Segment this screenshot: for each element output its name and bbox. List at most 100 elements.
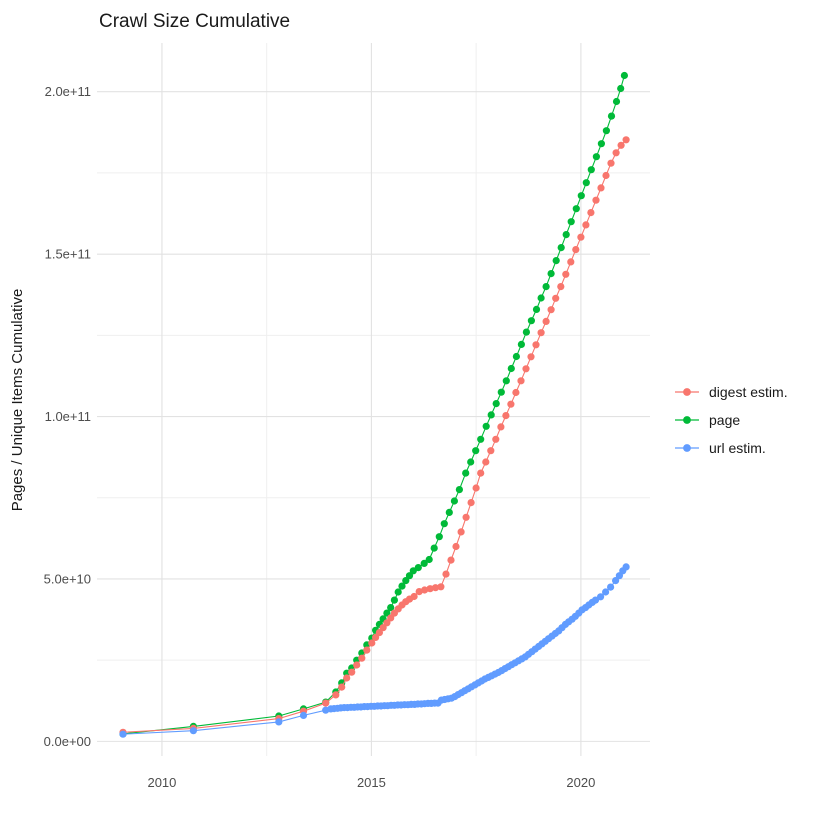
data-point <box>577 192 585 200</box>
legend-item-page: page <box>675 412 740 428</box>
data-point <box>622 563 630 571</box>
data-point <box>497 423 505 431</box>
data-point <box>517 340 526 348</box>
data-point <box>372 633 380 642</box>
data-point <box>472 484 480 492</box>
data-point <box>572 246 580 254</box>
data-point <box>343 674 351 682</box>
data-point <box>591 596 600 604</box>
data-point <box>368 639 376 647</box>
data-point <box>447 556 455 564</box>
data-point <box>414 564 422 572</box>
data-point <box>394 588 402 596</box>
data-point <box>492 400 500 408</box>
legend-key-dot-page <box>683 416 691 424</box>
data-point <box>492 435 500 443</box>
data-point <box>445 508 453 516</box>
data-point <box>567 258 575 266</box>
x-tick-label: 2015 <box>357 775 386 790</box>
data-point <box>597 593 605 601</box>
series-digest-estim- <box>119 136 630 736</box>
legend-item-url: url estim. <box>675 440 766 456</box>
data-point <box>527 353 535 361</box>
legend-key-dot-url <box>683 444 691 452</box>
data-point <box>431 584 440 592</box>
data-point <box>322 699 330 707</box>
data-point <box>379 624 387 632</box>
series-url-estim- <box>119 563 630 738</box>
y-tick-label: 2.0e+11 <box>45 84 91 99</box>
data-point <box>620 71 629 80</box>
data-point <box>472 447 480 455</box>
data-point <box>592 153 601 161</box>
data-point <box>457 528 465 536</box>
data-point <box>482 422 490 430</box>
data-point <box>502 377 510 385</box>
data-point <box>348 668 356 676</box>
data-point <box>597 184 605 192</box>
data-point <box>547 270 555 278</box>
legend-key-dot-digest <box>683 388 691 396</box>
data-point <box>450 497 458 505</box>
data-point <box>517 377 525 385</box>
data-point <box>547 306 555 314</box>
data-point <box>602 588 610 596</box>
data-point <box>435 533 443 541</box>
data-point <box>497 388 505 396</box>
data-point <box>602 127 611 135</box>
data-point <box>383 609 391 617</box>
data-point <box>612 577 620 585</box>
data-point <box>482 458 490 466</box>
data-point <box>537 329 545 337</box>
data-point <box>572 205 580 213</box>
data-point <box>437 583 445 591</box>
data-point <box>299 711 308 720</box>
data-point <box>440 520 448 528</box>
data-point <box>332 691 340 699</box>
data-point <box>522 328 531 336</box>
data-point <box>587 166 595 174</box>
data-point <box>617 141 625 149</box>
data-point <box>622 136 630 144</box>
data-point <box>597 140 606 148</box>
data-point <box>587 209 595 217</box>
data-point <box>398 582 406 590</box>
data-point <box>410 592 418 601</box>
data-point <box>522 365 530 373</box>
data-point <box>612 97 621 106</box>
data-point <box>487 411 495 419</box>
data-point <box>507 400 515 408</box>
data-point <box>607 112 616 120</box>
data-point <box>383 619 391 627</box>
gridlines <box>97 43 650 756</box>
data-point <box>537 294 545 302</box>
data-point <box>582 221 590 229</box>
data-point <box>512 352 521 361</box>
data-point <box>567 218 575 226</box>
data-point <box>592 196 600 204</box>
data-point <box>477 435 485 443</box>
data-point <box>375 629 383 637</box>
y-tick-label: 1.0e+11 <box>45 409 91 424</box>
data-point <box>387 604 395 612</box>
data-point <box>612 149 620 157</box>
data-point <box>562 270 570 278</box>
legend-label-page: page <box>709 412 740 428</box>
data-point <box>607 583 615 591</box>
x-tick-label: 2020 <box>566 775 595 790</box>
data-point <box>390 596 398 604</box>
data-point <box>358 654 366 662</box>
data-point <box>512 388 520 397</box>
legend-item-digest: digest estim. <box>675 384 788 400</box>
data-point <box>442 570 450 578</box>
legend: digest estim. page url estim. <box>675 384 788 456</box>
data-point <box>502 412 510 420</box>
data-point <box>462 469 470 477</box>
data-point <box>532 305 541 313</box>
y-tick-label: 5.0e+10 <box>44 571 91 586</box>
data-point <box>582 179 590 187</box>
data-point <box>507 364 515 373</box>
data-point <box>402 577 410 585</box>
y-axis-labels: 0.0e+00 5.0e+10 1.0e+11 1.5e+11 2.0e+11 <box>44 84 91 749</box>
y-tick-label: 0.0e+00 <box>44 734 91 749</box>
